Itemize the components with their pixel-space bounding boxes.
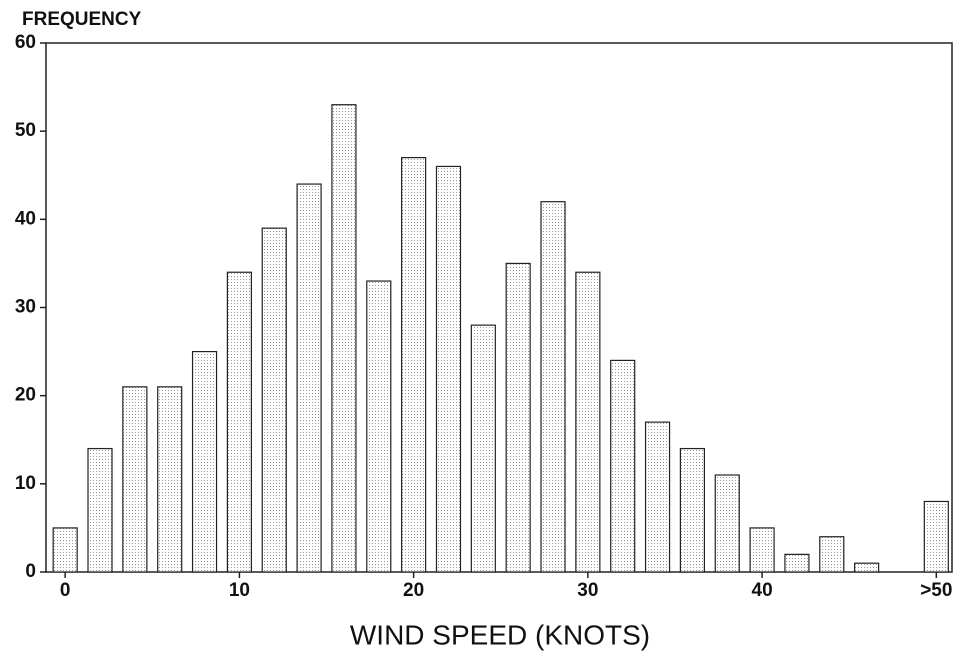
chart-title: FREQUENCY [22,9,142,30]
y-tick-label: 0 [25,561,36,582]
bar [505,262,531,573]
bar [540,201,566,573]
bar [575,271,601,573]
bar [331,104,357,573]
x-tick-label: 40 [752,580,773,601]
bar [749,527,775,573]
bar [191,350,218,573]
x-tick-label: 0 [60,580,71,601]
bar [296,183,322,573]
bar [261,227,287,573]
bar [854,562,880,573]
y-tick-label: 60 [15,32,36,53]
bar [435,165,462,573]
y-tick-label: 10 [15,473,36,494]
x-tick-label: 20 [403,580,424,601]
x-tick-label: 30 [577,580,598,601]
x-tick-label: 10 [229,580,250,601]
x-tick-label: >50 [920,580,952,601]
bar [819,536,845,573]
bar [610,359,636,573]
y-tick-label: 20 [15,385,36,406]
bar [923,500,949,573]
bar [52,527,78,573]
bar [714,474,740,573]
bar [157,386,183,573]
bar [87,447,113,573]
bar [784,553,810,573]
bar [366,280,392,573]
bar [470,324,496,573]
bar [226,271,252,573]
y-tick-label: 50 [15,120,36,141]
x-axis-title: WIND SPEED (KNOTS) [350,619,650,650]
bar [679,447,705,573]
y-tick-label: 40 [15,208,36,229]
bar [644,421,671,573]
bar [401,157,427,573]
bar [122,386,148,573]
y-tick-label: 30 [15,297,36,318]
